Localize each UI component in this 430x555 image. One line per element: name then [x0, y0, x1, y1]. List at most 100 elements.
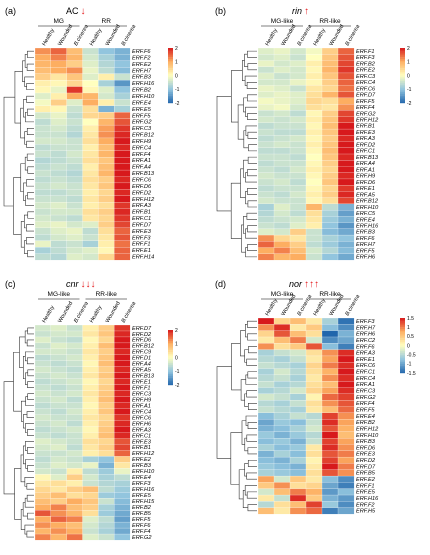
legend-swatch	[168, 73, 173, 76]
heatmap-cell	[98, 390, 115, 397]
dendrogram-branch	[26, 482, 34, 490]
heatmap-cell	[34, 234, 52, 241]
heatmap-cell	[257, 234, 275, 242]
heatmap-cell	[82, 354, 99, 362]
heatmap-cell	[257, 317, 275, 325]
dendrogram-branch	[24, 497, 34, 508]
heatmap-cell	[337, 463, 355, 471]
heatmap-cell	[273, 393, 291, 401]
heatmap-cell	[98, 247, 115, 254]
legend-swatch	[168, 81, 173, 84]
heatmap-cell	[82, 438, 99, 445]
row-dendrogram	[3, 327, 34, 538]
heatmap-cell	[66, 498, 83, 505]
row-label: ERF.D7	[356, 93, 376, 99]
dendrogram-branch	[26, 494, 34, 502]
legend-swatch	[400, 358, 405, 361]
heatmap-cell	[305, 72, 323, 80]
heatmap-cell	[34, 426, 52, 433]
heatmap-cell	[50, 79, 67, 87]
heatmap-cell	[289, 324, 307, 331]
heatmap-cell	[257, 444, 275, 452]
dendrogram-branch	[14, 468, 22, 520]
row-label: ERF.B3	[356, 439, 376, 445]
legend-swatch	[400, 88, 405, 91]
heatmap-cell	[289, 103, 307, 111]
heatmap-cell	[337, 241, 355, 248]
dendrogram-branch	[20, 221, 25, 248]
heatmap-cell	[34, 99, 52, 107]
heatmap-cell	[82, 47, 99, 55]
heatmap-cell	[305, 469, 323, 477]
row-label: ERF.E1	[356, 186, 375, 192]
group-label: MG-like	[271, 291, 294, 298]
heatmap-cell	[98, 195, 115, 203]
heatmap-cell	[321, 60, 339, 67]
heatmap-cell	[82, 137, 99, 145]
heatmap-cell	[114, 112, 131, 119]
heatmap-cell	[114, 47, 131, 55]
heatmap-cell	[337, 228, 355, 236]
heatmap-cell	[273, 324, 291, 331]
dendrogram-branch	[237, 104, 244, 140]
heatmap-cell	[98, 214, 115, 222]
heatmap-cell	[257, 66, 275, 74]
heatmap-cell	[98, 372, 115, 380]
heatmap-cell	[337, 419, 355, 426]
heatmap-cell	[34, 54, 52, 62]
heatmap-cell	[34, 169, 52, 177]
heatmap-cell	[273, 450, 291, 458]
heatmap-cell	[273, 85, 291, 92]
dendrogram-branch	[247, 459, 257, 467]
row-label: ERF.H6	[356, 332, 376, 338]
heatmap-cell	[114, 137, 131, 145]
legend-swatch	[168, 60, 173, 63]
heatmap-cell	[305, 501, 323, 508]
heatmap-cell	[50, 105, 67, 113]
heatmap-cell	[34, 137, 52, 145]
heatmap-cell	[289, 406, 307, 414]
heatmap-cell	[289, 60, 307, 67]
row-label: ERF.A5	[356, 192, 376, 198]
heatmap-cell	[50, 414, 67, 421]
heatmap-cell	[98, 510, 115, 517]
heatmap-cell	[305, 110, 323, 117]
heatmap-cell	[98, 492, 115, 499]
heatmap-cell	[257, 54, 275, 61]
heatmap-cell	[337, 91, 355, 99]
heatmap-cell	[257, 47, 275, 55]
row-label: ERF.H12	[132, 451, 155, 457]
heatmap-cell	[114, 480, 131, 487]
heatmap-cell	[114, 240, 131, 248]
heatmap-cell	[273, 191, 291, 198]
heatmap-cell	[50, 112, 67, 119]
heatmap-cell	[337, 412, 355, 420]
row-label: ERF.D6	[132, 184, 152, 190]
heatmap-cell	[34, 533, 52, 541]
heatmap-cell	[337, 444, 355, 452]
heatmap-cell	[337, 501, 355, 508]
heatmap-cell	[66, 402, 83, 409]
heatmap-cell	[34, 527, 52, 535]
heatmap-cell	[82, 504, 99, 511]
trend-arrow: ↑	[304, 6, 309, 17]
row-label: ERF.D1	[132, 356, 151, 362]
heatmap-cell	[321, 456, 339, 464]
heatmap-cell	[82, 456, 99, 463]
heatmap-cell	[337, 197, 355, 205]
panel-label: (c)	[5, 279, 16, 289]
chart-title: AC	[66, 6, 79, 16]
legend-swatch	[168, 374, 173, 377]
legend-swatch	[400, 371, 405, 374]
heatmap-cell	[82, 378, 99, 385]
row-label: ERF.F6	[356, 236, 375, 242]
dendrogram-branch	[247, 187, 257, 195]
legend-swatch	[168, 95, 173, 98]
heatmap-cell	[82, 195, 99, 203]
dendrogram-branch	[247, 422, 257, 429]
heatmap-cell	[321, 374, 339, 382]
heatmap-cell	[82, 131, 99, 139]
heatmap-cell	[321, 381, 339, 388]
heatmap-cell	[98, 444, 115, 451]
row-label: ERF.C4	[132, 145, 151, 151]
